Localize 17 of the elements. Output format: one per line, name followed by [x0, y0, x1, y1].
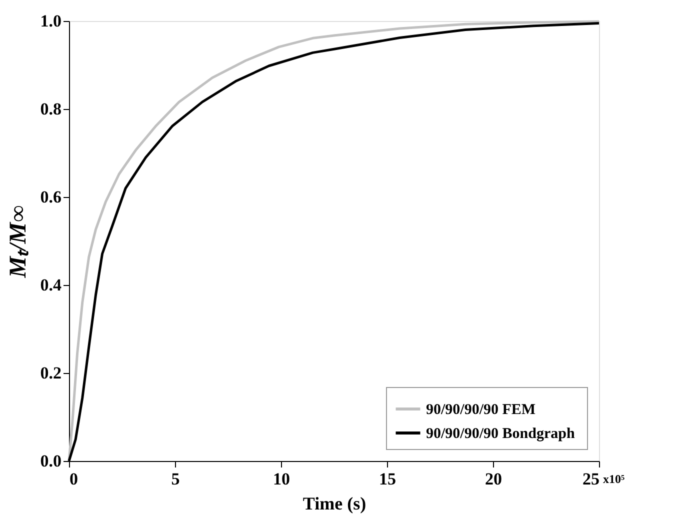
y-tick-label: 0.2 — [40, 364, 62, 382]
y-tick-label: 1.0 — [40, 12, 62, 30]
x-tick-label: 25 — [582, 470, 600, 488]
x-tick-label: 20 — [485, 470, 502, 488]
y-tick-label: 0.0 — [40, 452, 62, 470]
x-tick-label: 15 — [379, 470, 396, 488]
legend-label: 90/90/90/90 FEM — [426, 402, 536, 418]
legend-label: 90/90/90/90 Bondgraph — [426, 426, 576, 442]
y-axis-title: Mₜ/M∞ — [5, 205, 32, 279]
x-axis-title: Time (s) — [302, 494, 366, 514]
x-tick-label: 10 — [273, 470, 290, 488]
text: x10⁵ — [603, 472, 625, 486]
y-tick-label: 0.4 — [40, 276, 62, 294]
y-tick-label: 0.6 — [40, 188, 62, 206]
x-tick-label: 5 — [171, 470, 180, 488]
x-tick-label: 0 — [70, 470, 78, 488]
y-tick-label: 0.8 — [40, 100, 62, 118]
